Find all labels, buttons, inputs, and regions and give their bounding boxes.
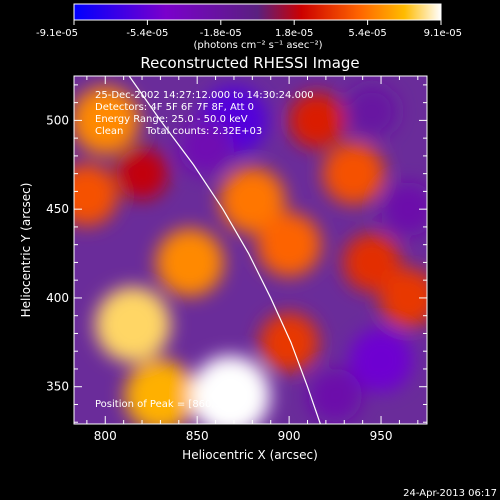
heatmap-blob-7 [219, 167, 286, 234]
heatmap-blob-2 [124, 359, 197, 424]
annotation-time-range: 25-Dec-2002 14:27:12.000 to 14:30:24.000 [95, 90, 314, 101]
y-tick-label-350: 350 [46, 380, 69, 394]
colorbar-tick-label-5: 5.4e-05 [348, 28, 386, 39]
heatmap-image [74, 85, 427, 424]
colorbar-ticks: -9.1e-05 -5.4e-05 -1.8e-05 1.8e-05 5.4e-05 9.… [36, 20, 462, 39]
heatmap-blob-6 [155, 228, 224, 297]
y-axis-label: Heliocentric Y (arcsec) [19, 183, 33, 318]
heatmap-blob-11 [342, 233, 401, 292]
annotation-clean: Clean [95, 126, 123, 137]
y-tick-label-400: 400 [46, 291, 69, 305]
heatmap-blob-12 [379, 268, 427, 328]
heatmap-blob-4 [74, 86, 140, 155]
heatmap-blob-3 [190, 355, 271, 424]
annotation-energy: Energy Range: 25.0 - 50.0 keV [95, 114, 248, 125]
heatmap-blob-16 [178, 119, 235, 175]
heatmap-blob-8 [257, 212, 321, 277]
colorbar-tick-label-1: -9.1e-05 [36, 28, 78, 39]
colorbar-tick-label-3: -1.8e-05 [200, 28, 242, 39]
annotation-peak: Position of Peak = [860,348] [95, 399, 238, 410]
heatmap-blob-13 [288, 92, 345, 149]
colorbar-tick-label-2: -5.4e-05 [126, 28, 168, 39]
colorbar-tick-label-4: 1.8e-05 [275, 28, 313, 39]
y-tick-label-500: 500 [46, 113, 69, 127]
solar-limb-curve [128, 76, 321, 424]
heatmap-blob-10 [322, 142, 385, 205]
annotation-block: 25-Dec-2002 14:27:12.000 to 14:30:24.000… [95, 90, 314, 410]
heatmap-blob-20 [381, 182, 427, 237]
axes: 800 850 900 950 350 400 450 500 [46, 76, 427, 443]
y-tick-label-450: 450 [46, 202, 69, 216]
x-tick-label-950: 950 [370, 429, 393, 443]
x-tick-label-900: 900 [278, 429, 301, 443]
heatmap-blob-17 [349, 328, 413, 392]
heatmap-blob-1 [95, 286, 171, 363]
heatmap-blob-5 [74, 164, 118, 226]
colorbar [73, 3, 442, 21]
heatmap-blob-14 [116, 147, 168, 200]
heatmap-blob-19 [345, 85, 398, 138]
timestamp: 24-Apr-2013 06:17 [403, 488, 497, 499]
colorbar-unit-label: (photons cm⁻² s⁻¹ asec⁻²) [193, 40, 322, 51]
annotation-total-counts: Total counts: 2.32E+03 [145, 126, 262, 137]
x-tick-label-800: 800 [94, 429, 117, 443]
x-tick-label-850: 850 [186, 429, 209, 443]
x-axis-label: Heliocentric X (arcsec) [182, 448, 318, 462]
colorbar-tick-label-6: 9.1e-05 [424, 28, 462, 39]
heatmap-blob-9 [259, 312, 319, 372]
annotation-detectors: Detectors: 4F 5F 6F 7F 8F, Att 0 [95, 102, 254, 113]
plot-area [74, 76, 427, 424]
heatmap-blob-18 [308, 368, 363, 423]
chart-title: Reconstructed RHESSI Image [140, 54, 359, 72]
plot-frame [73, 75, 428, 425]
